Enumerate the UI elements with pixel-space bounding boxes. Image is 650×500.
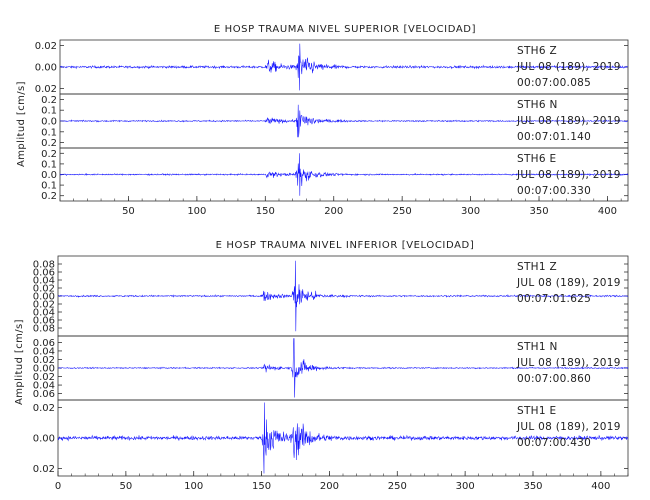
x-tick-label: 250 — [393, 206, 412, 217]
upper-x-axis: 50 100 150 200 250 300 350 400 — [59, 196, 622, 217]
y-tick-label: 0.02 — [33, 355, 55, 366]
y-tick-label: 0.08 — [33, 324, 55, 335]
station-label: STH1 E — [517, 405, 556, 417]
y-tick-label: 0.02 — [33, 372, 55, 383]
x-tick-label: 250 — [388, 481, 407, 492]
waveform-line-sth6-z — [59, 43, 629, 91]
x-tick-label: 300 — [461, 206, 480, 217]
time-label: 00:07:01.625 — [517, 293, 591, 305]
y-tick-label: 0.04 — [33, 346, 55, 357]
x-tick-label: 200 — [320, 481, 339, 492]
y-tick-label: 0.02 — [33, 284, 55, 295]
x-tick-label: 350 — [529, 206, 548, 217]
y-tick-label: 0.00 — [33, 292, 55, 303]
waveform-line-sth6-e — [59, 153, 629, 196]
y-tick-label: 0.02 — [33, 464, 55, 475]
lower-x-axis: 0 50 100 150 200 250 300 350 400 — [55, 471, 629, 492]
x-tick-label: 200 — [324, 206, 343, 217]
time-label: 00:07:00.430 — [517, 437, 591, 449]
x-tick-label: 150 — [256, 206, 275, 217]
trace-panel-sth1-e: 0.02 0.00 0.02 STH1 E JUL 08 (189), 2019 00:0… — [33, 399, 629, 477]
trace-panel-sth1-z: 0.080.060.040.020.000.020.040.060.08STH1… — [33, 255, 629, 337]
x-tick-label: 150 — [252, 481, 271, 492]
upper-y-axis-label: Amplitud [cm/s] — [16, 81, 27, 167]
time-label: 00:07:01.140 — [517, 131, 591, 143]
y-tick-label: 0.00 — [33, 434, 55, 445]
y-tick-label: 0.1 — [41, 127, 57, 138]
lower-chart-title: E HOSP TRAUMA NIVEL INFERIOR [VELOCIDAD] — [216, 240, 475, 251]
waveform-line-sth1-z — [57, 260, 629, 332]
y-tick-label: 0.1 — [41, 106, 57, 117]
y-tick-label: 0.04 — [33, 381, 55, 392]
y-tick-label: 0.00 — [35, 63, 57, 74]
x-tick-label: 100 — [184, 481, 203, 492]
date-label: JUL 08 (189), 2019 — [516, 115, 621, 127]
date-label: JUL 08 (189), 2019 — [516, 277, 621, 289]
y-tick-label: 0.02 — [33, 300, 55, 311]
station-label: STH6 E — [517, 153, 556, 165]
x-tick-label: 50 — [122, 206, 135, 217]
date-label: JUL 08 (189), 2019 — [516, 169, 621, 181]
station-label: STH6 N — [517, 99, 558, 111]
y-tick-label: 0.06 — [33, 316, 55, 327]
x-tick-label: 400 — [591, 481, 610, 492]
date-label: JUL 08 (189), 2019 — [516, 61, 621, 73]
y-tick-label: 0.04 — [33, 276, 55, 287]
y-tick-label: 0.02 — [35, 84, 57, 95]
y-tick-label: 0.2 — [41, 95, 57, 106]
y-tick-label: 0.2 — [41, 191, 57, 202]
y-tick-label: 0.2 — [41, 149, 57, 160]
x-tick-label: 0 — [55, 481, 61, 492]
y-tick-label: 0.1 — [41, 159, 57, 170]
x-tick-label: 50 — [119, 481, 132, 492]
waveform-line-sth6-n — [59, 104, 629, 138]
y-tick-label: 0.06 — [33, 389, 55, 400]
y-tick-label: 0.06 — [33, 268, 55, 279]
waveform-line-sth1-n — [57, 338, 629, 398]
y-tick-label: 0.1 — [41, 181, 57, 192]
date-label: JUL 08 (189), 2019 — [516, 421, 621, 433]
x-tick-label: 400 — [598, 206, 617, 217]
time-label: 00:07:00.085 — [517, 77, 591, 89]
upper-panels: 0.02 0.00 0.02 STH6 Z JUL 08 (189), 2019 00:0… — [35, 39, 629, 202]
y-tick-label: 0.02 — [35, 41, 57, 52]
station-label: STH1 Z — [517, 261, 557, 273]
y-tick-label: 0.2 — [41, 138, 57, 149]
waveform-line-sth1-e — [57, 402, 629, 474]
trace-panel-sth6-z: 0.02 0.00 0.02 STH6 Z JUL 08 (189), 2019 00:0… — [35, 39, 629, 95]
station-label: STH1 N — [517, 341, 558, 353]
time-label: 00:07:00.330 — [517, 185, 591, 197]
lower-y-axis-label: Amplitud [cm/s] — [14, 319, 25, 405]
date-label: JUL 08 (189), 2019 — [516, 357, 621, 369]
station-label: STH6 Z — [517, 45, 557, 57]
x-tick-label: 350 — [523, 481, 542, 492]
y-tick-label: 0.08 — [33, 260, 55, 271]
x-tick-label: 300 — [456, 481, 475, 492]
y-tick-label: 0.06 — [33, 338, 55, 349]
y-tick-label: 0.02 — [33, 403, 55, 414]
y-tick-label: 0.0 — [41, 170, 57, 181]
upper-chart-title: E HOSP TRAUMA NIVEL SUPERIOR [VELOCIDAD] — [214, 24, 476, 35]
y-tick-label: 0.00 — [33, 364, 55, 375]
time-label: 00:07:00.860 — [517, 373, 591, 385]
x-tick-label: 100 — [187, 206, 206, 217]
lower-panels: 0.080.060.040.020.000.020.040.060.08STH1… — [33, 255, 629, 477]
y-tick-label: 0.04 — [33, 308, 55, 319]
y-tick-label: 0.0 — [41, 117, 57, 128]
